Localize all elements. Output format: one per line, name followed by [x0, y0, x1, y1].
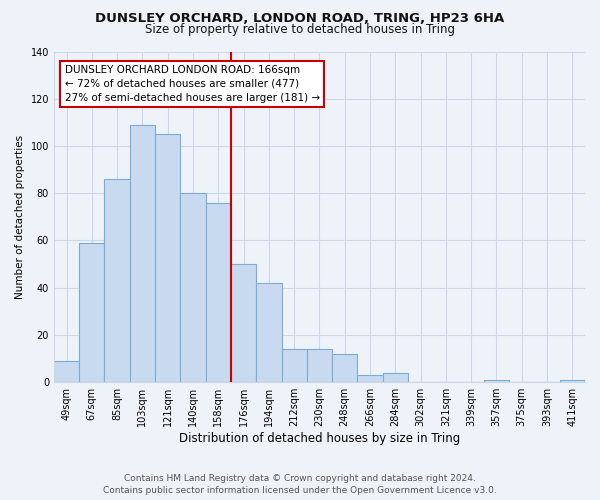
Bar	[206, 202, 231, 382]
Text: DUNSLEY ORCHARD LONDON ROAD: 166sqm
← 72% of detached houses are smaller (477)
2: DUNSLEY ORCHARD LONDON ROAD: 166sqm ← 72…	[65, 64, 320, 102]
Bar	[79, 243, 104, 382]
Bar	[130, 124, 155, 382]
Bar	[231, 264, 256, 382]
Text: Contains HM Land Registry data © Crown copyright and database right 2024.
Contai: Contains HM Land Registry data © Crown c…	[103, 474, 497, 495]
Text: Size of property relative to detached houses in Tring: Size of property relative to detached ho…	[145, 22, 455, 36]
Bar	[256, 283, 281, 382]
Bar	[181, 193, 206, 382]
X-axis label: Distribution of detached houses by size in Tring: Distribution of detached houses by size …	[179, 432, 460, 445]
Bar	[307, 349, 332, 382]
Bar	[358, 375, 383, 382]
Text: DUNSLEY ORCHARD, LONDON ROAD, TRING, HP23 6HA: DUNSLEY ORCHARD, LONDON ROAD, TRING, HP2…	[95, 12, 505, 26]
Bar	[104, 179, 130, 382]
Bar	[155, 134, 181, 382]
Bar	[383, 373, 408, 382]
Bar	[54, 361, 79, 382]
Bar	[560, 380, 585, 382]
Bar	[484, 380, 509, 382]
Y-axis label: Number of detached properties: Number of detached properties	[15, 135, 25, 299]
Bar	[281, 349, 307, 382]
Bar	[332, 354, 358, 382]
